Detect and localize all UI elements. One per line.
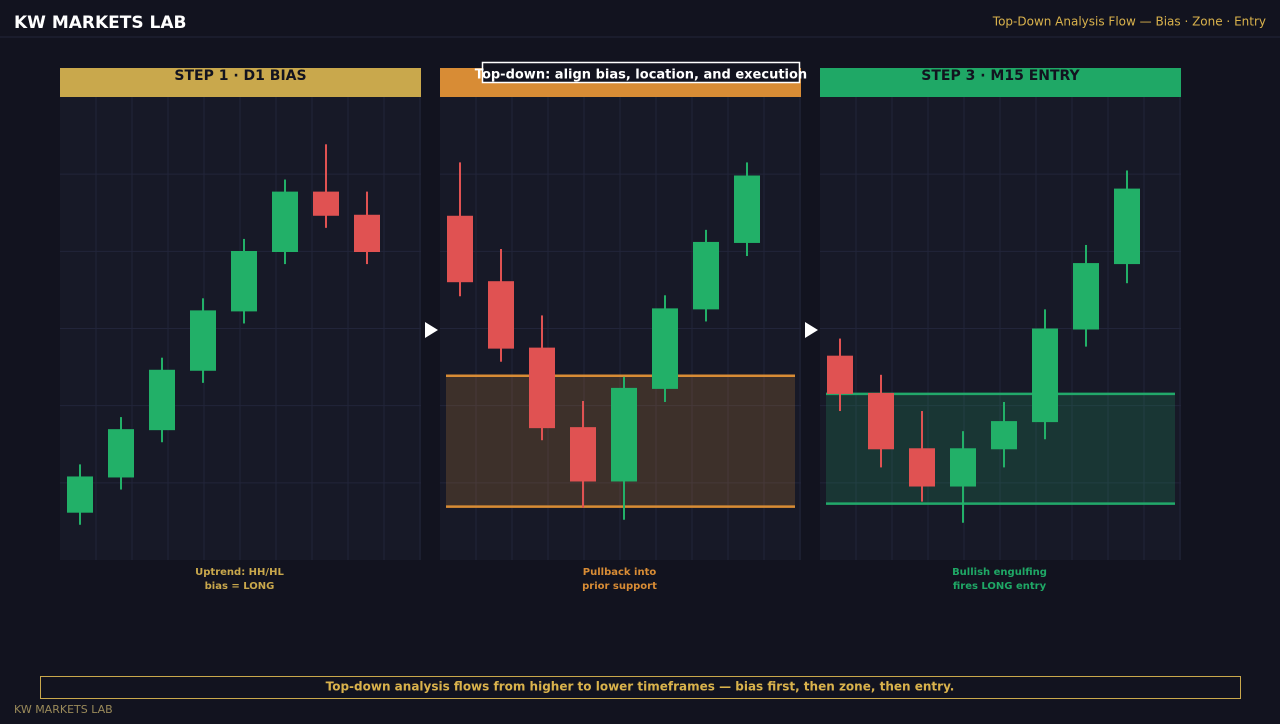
candle-body — [529, 347, 555, 429]
panel-header — [820, 68, 1181, 97]
candle-body — [611, 387, 637, 482]
panel-caption: fires LONG entry — [953, 581, 1047, 592]
panel-caption: Bullish engulfing — [952, 567, 1047, 578]
candle-body — [108, 429, 134, 478]
header-subtitle: Top-Down Analysis Flow — Bias · Zone · E… — [992, 15, 1266, 29]
candle-body — [693, 241, 719, 310]
panel-title: STEP 3 · M15 ENTRY — [921, 68, 1080, 84]
candle-body — [149, 369, 175, 431]
panel-caption: Uptrend: HH/HL — [195, 567, 284, 578]
overlay-text: Top-down: align bias, location, and exec… — [475, 68, 807, 83]
candle-body — [488, 281, 514, 349]
footer-brand: KW MARKETS LAB — [14, 703, 113, 716]
candle-body — [570, 427, 596, 482]
panel-header — [60, 68, 421, 97]
brand: KW MARKETS LAB — [14, 13, 187, 33]
panel-caption: bias = LONG — [205, 581, 275, 592]
flow-arrow — [425, 322, 438, 338]
candle-body — [827, 355, 853, 394]
candle-body — [734, 175, 760, 243]
footer-box — [40, 676, 1241, 699]
panels: STEP 1 · D1 BIAS Uptrend: HH/HL bias = LON… — [60, 68, 1181, 592]
candle-body — [991, 421, 1017, 450]
candle-body — [231, 250, 257, 312]
overlay-box — [481, 61, 801, 84]
panel-title: STEP 1 · D1 BIAS — [174, 68, 306, 84]
panel-caption: Pullback into — [583, 567, 657, 578]
candle-body — [950, 448, 976, 487]
candle-body — [1073, 263, 1099, 330]
candle-body — [190, 310, 216, 371]
candle-body — [1114, 188, 1140, 265]
candle-body — [313, 191, 339, 216]
candle-body — [909, 448, 935, 487]
candle-body — [652, 308, 678, 389]
candle-body — [354, 214, 380, 253]
candle-body — [1032, 328, 1058, 423]
flow-arrow — [805, 322, 818, 338]
candle-body — [67, 476, 93, 513]
candle-body — [272, 191, 298, 253]
candle-body — [868, 392, 894, 450]
candle-body — [447, 215, 473, 283]
footer-note: Top-down analysis flows from higher to l… — [326, 680, 955, 694]
panel-caption: prior support — [582, 581, 657, 592]
